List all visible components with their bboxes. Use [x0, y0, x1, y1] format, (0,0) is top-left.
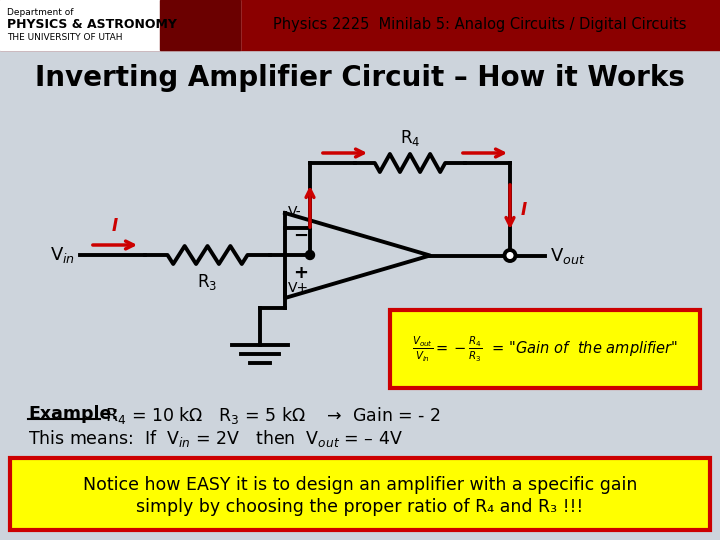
Text: PHYSICS & ASTRONOMY: PHYSICS & ASTRONOMY	[7, 18, 177, 31]
Text: simply by choosing the proper ratio of R₄ and R₃ !!!: simply by choosing the proper ratio of R…	[136, 498, 584, 516]
Text: I: I	[112, 217, 118, 235]
Text: R$_3$: R$_3$	[197, 272, 217, 292]
Text: Inverting Amplifier Circuit – How it Works: Inverting Amplifier Circuit – How it Wor…	[35, 64, 685, 92]
Text: Example:: Example:	[28, 405, 119, 423]
Text: THE UNIVERSITY OF UTAH: THE UNIVERSITY OF UTAH	[7, 33, 122, 42]
Text: V+: V+	[288, 281, 309, 295]
FancyBboxPatch shape	[10, 458, 710, 530]
Text: V-: V-	[288, 205, 302, 219]
Bar	[0, 0, 720, 50]
FancyBboxPatch shape	[390, 310, 700, 388]
Text: I: I	[521, 201, 527, 219]
Circle shape	[505, 250, 516, 261]
Text: Department of: Department of	[7, 8, 73, 17]
Text: +: +	[293, 264, 308, 282]
Text: R$_4$: R$_4$	[400, 128, 420, 148]
Text: $\frac{V_{out}}{V_{in}} = -\frac{R_4}{R_3}$  = "Gain of  the amplifier": $\frac{V_{out}}{V_{in}} = -\frac{R_4}{R_…	[412, 334, 678, 363]
Text: R$_4$ = 10 kΩ   R$_3$ = 5 kΩ    →  Gain = - 2: R$_4$ = 10 kΩ R$_3$ = 5 kΩ → Gain = - 2	[105, 405, 441, 426]
Text: V$_{out}$: V$_{out}$	[550, 246, 585, 266]
Text: Physics 2225  Minilab 5: Analog Circuits / Digital Circuits: Physics 2225 Minilab 5: Analog Circuits …	[274, 17, 687, 32]
Text: This means:  If  V$_{in}$ = 2V   then  V$_{out}$ = – 4V: This means: If V$_{in}$ = 2V then V$_{ou…	[28, 428, 403, 449]
Circle shape	[305, 251, 315, 260]
Text: V$_{in}$: V$_{in}$	[50, 245, 75, 265]
Bar	[160, 0, 240, 50]
Text: −: −	[293, 227, 308, 245]
Text: Notice how EASY it is to design an amplifier with a specific gain: Notice how EASY it is to design an ampli…	[83, 476, 637, 494]
Bar	[0, 0, 240, 50]
